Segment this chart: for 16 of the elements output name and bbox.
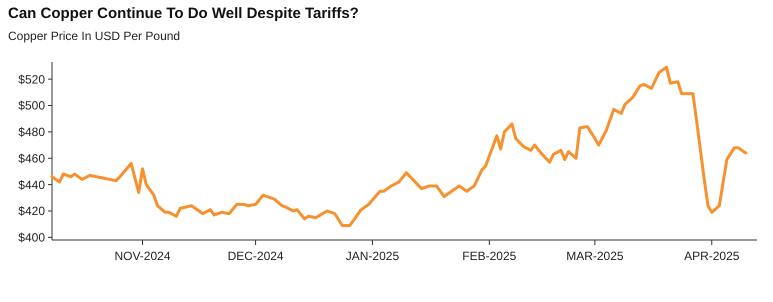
- line-series: [50, 66, 748, 227]
- x-tick-label: FEB-2025: [462, 249, 517, 263]
- x-tick-label: JAN-2025: [346, 249, 400, 263]
- x-tick-label: DEC-2024: [228, 249, 284, 263]
- y-tick-label: $440: [18, 178, 46, 192]
- x-tick-label: NOV-2024: [114, 249, 171, 263]
- x-tick-label: MAR-2025: [566, 249, 624, 263]
- y-tick-label: $480: [18, 125, 46, 140]
- x-tick-label: APR-2025: [684, 249, 740, 263]
- chart-subtitle: Copper Price In USD Per Pound: [8, 29, 180, 43]
- y-tick-label: $520: [18, 72, 46, 86]
- chart-title: Can Copper Continue To Do Well Despite Tariffs?: [8, 5, 359, 22]
- y-tick-label: $400: [18, 230, 46, 245]
- y-tick-label: $420: [18, 204, 46, 218]
- y-tick-label: $460: [18, 151, 46, 166]
- y-tick-label: $500: [18, 98, 46, 113]
